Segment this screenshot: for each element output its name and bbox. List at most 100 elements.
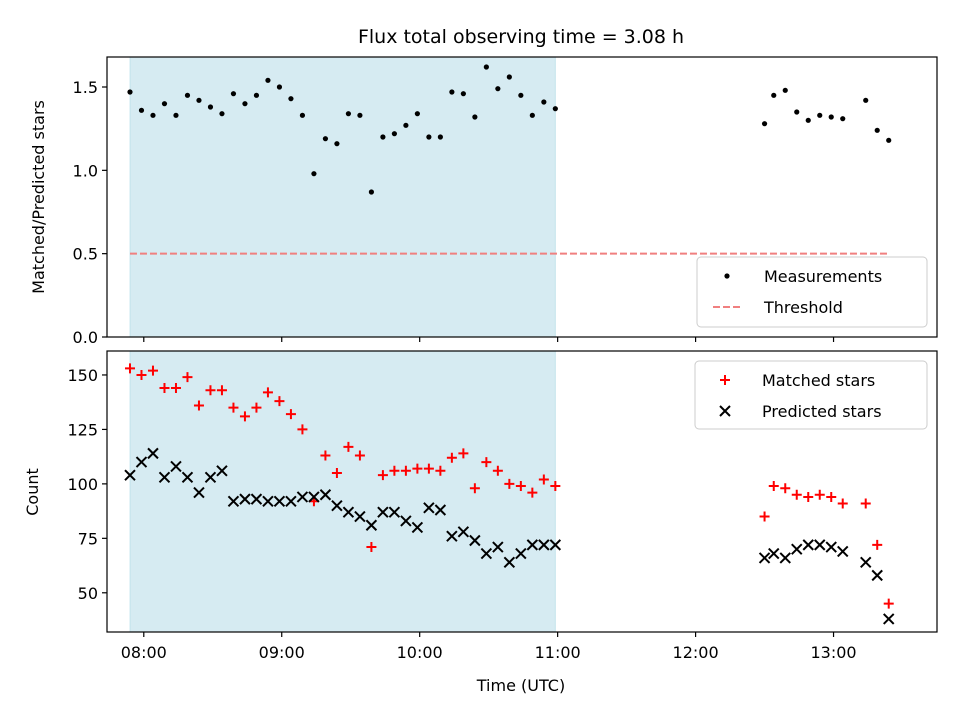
data-point bbox=[262, 495, 274, 508]
data-point bbox=[768, 481, 779, 492]
legend-marker bbox=[719, 405, 731, 417]
data-point bbox=[230, 91, 237, 97]
data-point bbox=[860, 498, 871, 509]
data-point bbox=[320, 450, 331, 461]
data-point bbox=[492, 541, 504, 553]
data-point bbox=[150, 112, 156, 118]
data-point bbox=[251, 402, 262, 413]
y-tick-label: 1.5 bbox=[73, 78, 98, 97]
data-point bbox=[794, 109, 800, 115]
data-point bbox=[457, 526, 470, 538]
data-point bbox=[285, 409, 296, 420]
data-point bbox=[368, 189, 375, 195]
data-point bbox=[826, 491, 837, 502]
y-tick-label: 125 bbox=[67, 420, 98, 439]
data-point bbox=[759, 511, 770, 522]
data-point bbox=[331, 499, 343, 512]
data-point bbox=[400, 515, 412, 527]
data-point bbox=[239, 411, 250, 422]
axes-frame bbox=[106, 56, 938, 338]
data-point bbox=[550, 481, 561, 492]
data-point bbox=[803, 491, 814, 502]
data-point bbox=[828, 114, 834, 120]
series-predicted-stars bbox=[124, 447, 895, 625]
data-point bbox=[204, 471, 217, 484]
data-point bbox=[805, 117, 811, 123]
data-point bbox=[196, 97, 202, 103]
data-point bbox=[549, 539, 562, 551]
data-point bbox=[265, 77, 271, 83]
data-point bbox=[308, 491, 320, 503]
data-point bbox=[184, 92, 191, 98]
figure-title: Flux total observing time = 3.08 h bbox=[358, 26, 684, 48]
data-point bbox=[503, 556, 516, 569]
y-tick-label: 0.0 bbox=[73, 328, 98, 347]
data-point bbox=[458, 448, 469, 459]
x-tick-label: 11:00 bbox=[535, 643, 581, 662]
data-point bbox=[504, 478, 515, 489]
x-tick-label: 10:00 bbox=[397, 643, 443, 662]
data-point bbox=[883, 598, 894, 609]
data-point bbox=[518, 92, 524, 98]
data-point bbox=[207, 104, 214, 110]
data-point bbox=[481, 457, 492, 468]
data-point bbox=[354, 450, 365, 461]
data-point bbox=[446, 530, 458, 542]
data-point bbox=[354, 510, 366, 523]
data-point bbox=[515, 547, 527, 560]
data-point bbox=[837, 545, 849, 558]
data-point bbox=[273, 495, 286, 508]
data-point bbox=[423, 463, 434, 474]
data-point bbox=[541, 99, 547, 105]
data-point bbox=[127, 89, 133, 95]
data-point bbox=[886, 137, 892, 143]
data-point bbox=[791, 489, 802, 500]
x-tick-label: 08:00 bbox=[121, 643, 167, 662]
data-point bbox=[227, 495, 240, 508]
legend-box bbox=[694, 360, 928, 430]
data-point bbox=[780, 483, 791, 494]
data-point bbox=[771, 92, 777, 98]
data-point bbox=[181, 471, 194, 484]
data-point bbox=[377, 470, 388, 481]
data-point bbox=[552, 106, 558, 112]
data-point bbox=[342, 506, 355, 518]
data-point bbox=[345, 111, 352, 117]
legend-box bbox=[696, 256, 928, 328]
data-point bbox=[173, 112, 179, 118]
data-point bbox=[538, 474, 549, 485]
data-point bbox=[159, 383, 170, 394]
data-point bbox=[435, 465, 446, 476]
data-point bbox=[423, 502, 435, 514]
data-point bbox=[366, 542, 377, 553]
data-point bbox=[515, 481, 526, 492]
legend-marker bbox=[720, 375, 730, 385]
data-point bbox=[802, 539, 814, 551]
data-point bbox=[460, 91, 466, 97]
data-point bbox=[296, 491, 309, 503]
data-point bbox=[791, 543, 803, 555]
data-point bbox=[124, 363, 135, 374]
data-point bbox=[412, 463, 423, 474]
x-tick-label: 09:00 bbox=[259, 643, 305, 662]
data-point bbox=[871, 569, 883, 582]
data-point bbox=[761, 121, 768, 127]
data-point bbox=[161, 101, 168, 107]
data-point bbox=[388, 506, 401, 518]
shaded-region bbox=[129, 350, 556, 633]
bottom-y-axis-label: Count bbox=[23, 468, 42, 516]
data-point bbox=[779, 552, 791, 564]
data-point bbox=[817, 112, 823, 118]
data-point bbox=[239, 493, 251, 505]
legend-label: Predicted stars bbox=[762, 402, 882, 421]
shaded-region bbox=[129, 56, 556, 338]
legend: Matched stars Predicted stars bbox=[694, 360, 928, 430]
data-point bbox=[874, 127, 880, 133]
data-point bbox=[124, 469, 136, 481]
data-point bbox=[322, 136, 329, 142]
data-point bbox=[837, 498, 848, 509]
data-point bbox=[872, 539, 883, 550]
top-y-axis-label: Matched/Predicted stars bbox=[29, 100, 48, 294]
data-point bbox=[182, 372, 193, 383]
